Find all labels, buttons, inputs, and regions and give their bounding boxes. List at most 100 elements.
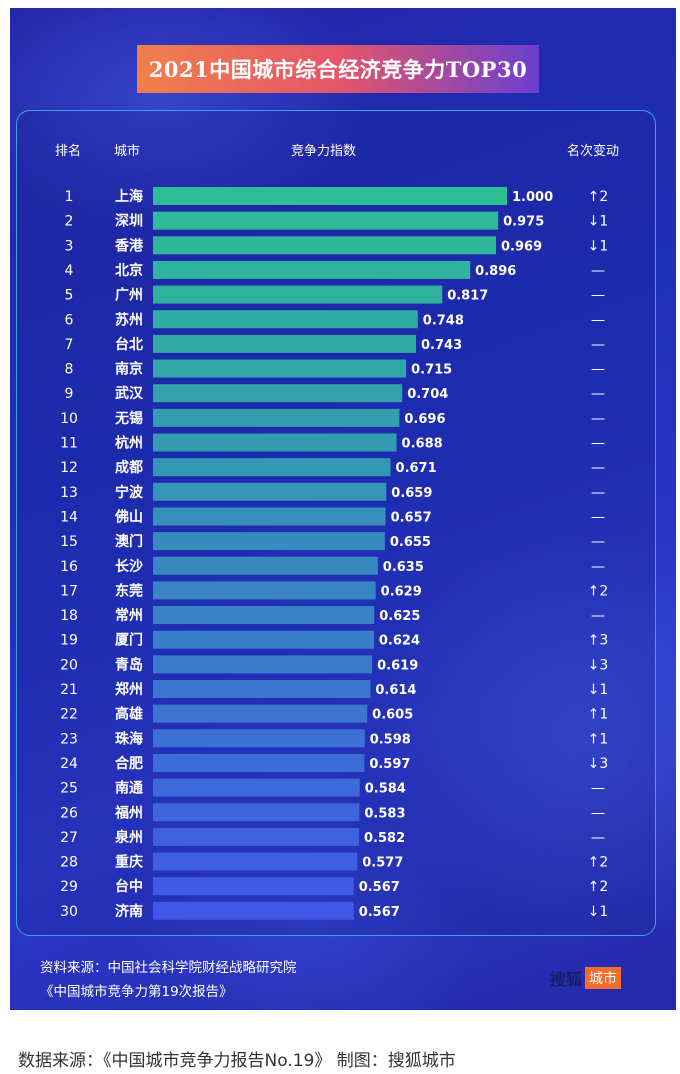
header-change: 名次变动 [567,144,620,159]
rank-label: 28 [60,855,78,871]
rank-change-label: ↑2 [588,879,609,895]
city-label: 常州 [115,607,143,624]
rank-change-label: ↑2 [588,855,609,871]
rank-label: 13 [60,485,78,501]
city-label: 香港 [114,237,144,254]
city-label: 台北 [115,336,143,353]
rank-change-label: ↑1 [588,731,609,747]
value-label: 0.584 [365,782,406,797]
bar [153,877,354,896]
city-label: 成都 [115,459,143,476]
rank-change-label: — [591,805,605,821]
value-label: 0.748 [423,313,464,328]
city-label: 合肥 [115,755,143,772]
city-label: 长沙 [115,558,143,575]
rank-label: 12 [60,460,78,476]
source-line-1: 资料来源：中国社会科学院财经战略研究院 [40,960,297,976]
city-label: 宁波 [115,484,144,501]
rank-change-label: — [591,781,605,797]
city-label: 苏州 [115,311,143,328]
rank-change-label: — [591,312,605,328]
city-label: 济南 [115,903,143,920]
bar [153,803,360,822]
bar [153,384,403,403]
bar [153,680,371,698]
rank-label: 29 [60,879,78,895]
bar [153,408,400,427]
rank-change-label: — [591,485,605,501]
rank-change-label: ↓1 [588,682,609,698]
value-label: 0.605 [372,708,413,723]
city-label: 高雄 [115,706,143,723]
bar [153,901,354,920]
city-label: 佛山 [114,508,143,525]
value-label: 0.619 [377,658,418,673]
background-glow [130,788,490,1010]
city-label: 北京 [115,262,143,279]
value-label: 0.582 [364,831,405,846]
value-label: 0.715 [411,363,452,378]
rank-label: 8 [65,362,74,378]
city-label: 杭州 [115,435,143,452]
poster: 2021中国城市综合经济竞争力TOP30 排名 城市 竞争力指数 名次变动 1 上… [10,8,676,1010]
bar [153,827,360,846]
city-label: 南通 [115,780,143,797]
rank-label: 6 [65,312,74,328]
rank-label: 5 [65,288,74,304]
rank-label: 10 [60,411,78,427]
header-rank: 排名 [55,144,82,159]
city-label: 无锡 [114,410,143,427]
rank-change-label: ↓3 [588,756,609,772]
rank-change-label: — [591,337,605,353]
value-label: 0.817 [447,289,488,304]
rank-label: 22 [60,707,78,723]
rank-change-label: ↑2 [588,189,609,205]
rank-label: 4 [65,263,74,279]
value-label: 0.624 [379,634,420,649]
bar [153,778,360,797]
rank-label: 16 [60,559,78,575]
value-label: 0.975 [503,215,544,230]
title-banner: 2021中国城市综合经济竞争力TOP30 [137,45,539,93]
value-label: 1.000 [512,190,553,205]
rank-change-label: ↓1 [588,214,609,230]
bar [153,507,386,526]
value-label: 0.577 [362,856,403,871]
bar [153,482,387,501]
bar [153,606,375,625]
rank-label: 25 [60,781,78,797]
rank-change-label: — [591,263,605,279]
rank-change-label: — [591,509,605,525]
brand-name: 搜狐 [550,970,583,989]
header-city: 城市 [114,144,141,159]
brand-logo: 搜狐 城市 [550,966,622,990]
source-line-2: 《中国城市竞争力第19次报告》 [40,984,233,1000]
chart-title: 2021中国城市综合经济竞争力TOP30 [148,57,528,82]
value-label: 0.655 [390,535,431,550]
rank-change-label: ↑3 [588,633,609,649]
city-label: 台中 [115,878,143,895]
rank-change-label: — [591,608,605,624]
value-label: 0.597 [369,757,410,772]
city-label: 澳门 [115,533,143,550]
bar [153,433,397,452]
figure-caption: 数据来源：《中国城市竞争力报告No.19》 制图：搜狐城市 [18,1051,456,1071]
city-label: 泉州 [115,829,143,846]
rank-label: 14 [60,509,78,525]
value-label: 0.696 [404,412,445,427]
bar [153,310,418,329]
bar [153,852,358,871]
city-label: 珠海 [115,730,143,747]
value-label: 0.567 [359,880,400,895]
city-label: 深圳 [115,213,143,230]
city-label: 厦门 [115,632,143,649]
bar [153,704,368,723]
value-label: 0.688 [402,437,443,452]
rank-change-label: — [591,411,605,427]
value-label: 0.614 [375,683,416,698]
value-label: 0.704 [407,387,448,402]
rank-change-label: — [591,460,605,476]
bar [153,753,365,772]
bar [153,630,374,649]
rank-change-label: — [591,288,605,304]
